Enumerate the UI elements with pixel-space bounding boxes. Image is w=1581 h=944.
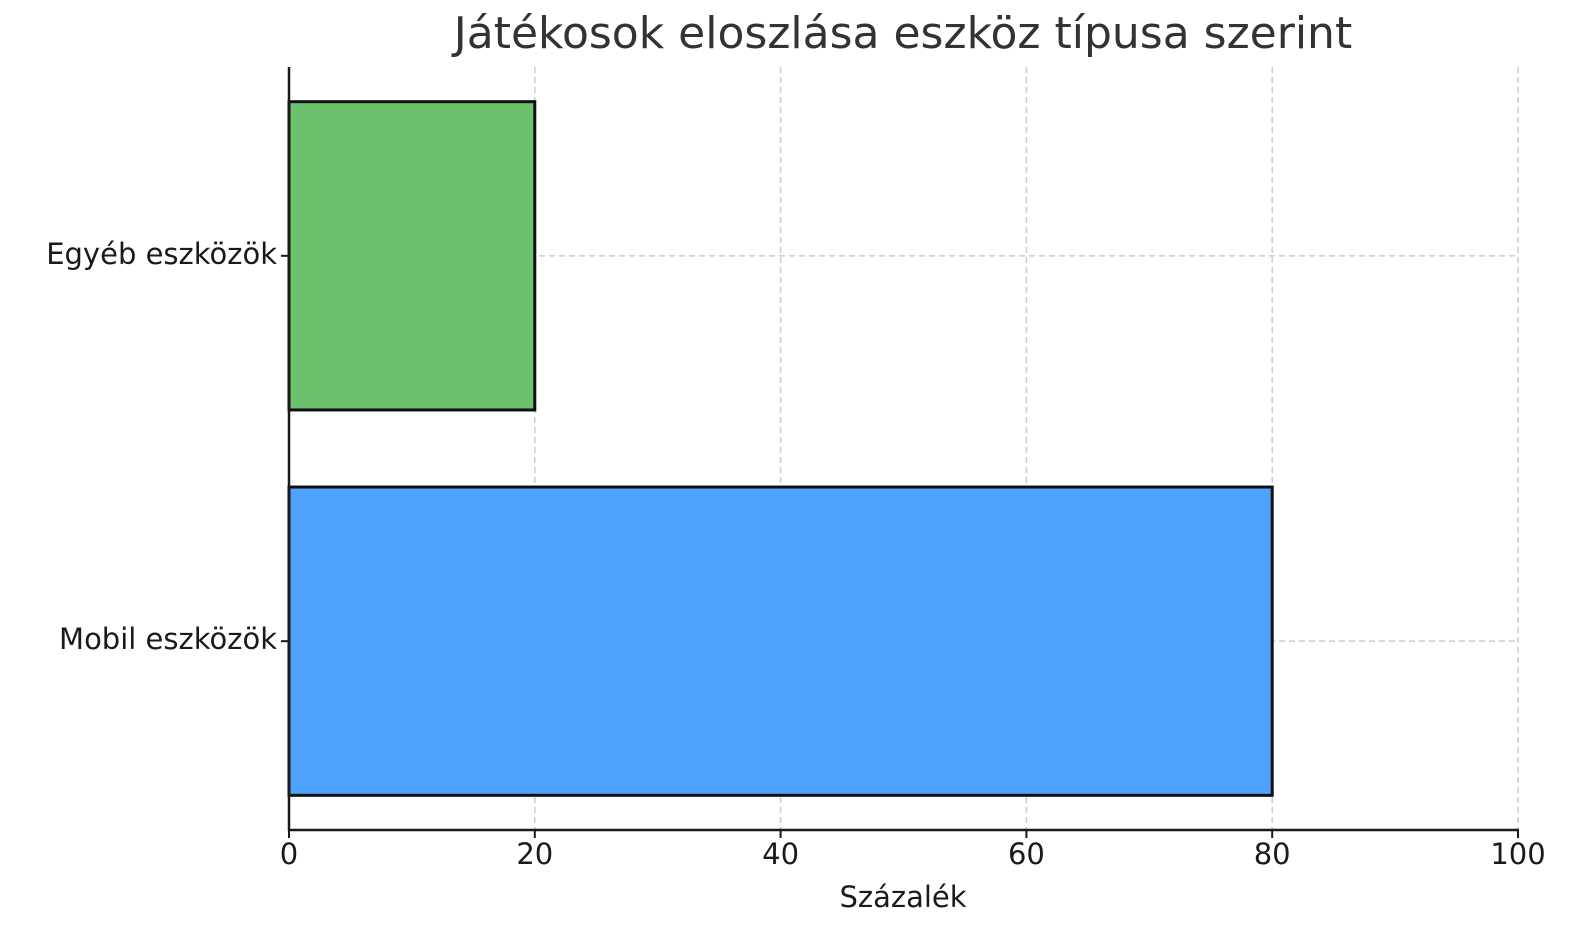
x-tick-label: 0	[280, 837, 298, 871]
bar	[287, 100, 537, 412]
x-tick-label: 60	[1008, 837, 1045, 871]
chart-title: Játékosok eloszlása eszköz típusa szerin…	[451, 8, 1352, 59]
x-tick-label: 20	[516, 837, 553, 871]
x-tick-label: 40	[762, 837, 799, 871]
bar	[287, 485, 1274, 797]
y-tick-label: Egyéb eszközök	[46, 237, 277, 271]
x-tick-label: 80	[1254, 837, 1291, 871]
x-axis-label: Százalék	[839, 880, 966, 914]
x-tick-label: 100	[1490, 837, 1545, 871]
y-tick-label: Mobil eszközök	[59, 622, 277, 656]
